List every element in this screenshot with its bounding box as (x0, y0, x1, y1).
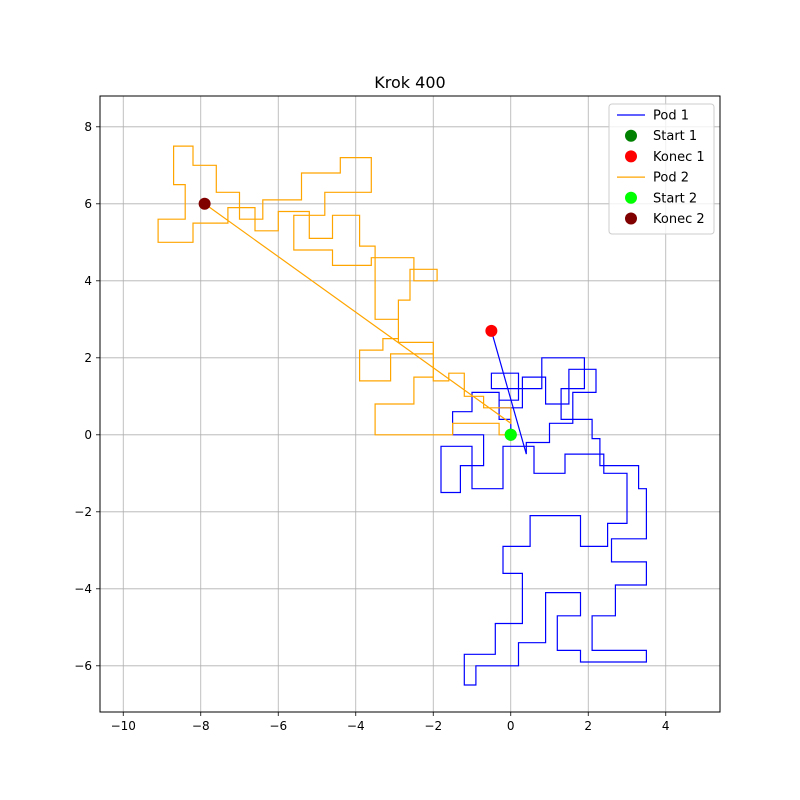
x-tick-label: 4 (662, 719, 670, 733)
legend-label: Pod 2 (653, 171, 689, 186)
series-line-1 (440, 330, 648, 686)
legend-label: Konec 2 (653, 212, 705, 227)
x-tick-label: −8 (192, 719, 210, 733)
legend: Pod 1 Start 1 Konec 1 Pod 2 Start 2 Konec 2 (608, 103, 715, 235)
legend-marker-swatch (625, 212, 637, 225)
y-tick-label: 4 (84, 274, 92, 288)
marker-layer (198, 197, 517, 441)
x-tick-label: −6 (269, 719, 287, 733)
legend-marker-swatch (625, 129, 637, 142)
legend-label: Pod 1 (653, 109, 689, 124)
y-tick-label: 8 (84, 120, 92, 134)
chart-title: Krok 400 (374, 73, 445, 92)
y-tick-label: −6 (74, 659, 92, 673)
legend-marker-swatch (625, 191, 637, 204)
legend-marker-swatch (625, 150, 637, 163)
marker-4 (198, 197, 211, 210)
x-tick-label: 0 (507, 719, 515, 733)
x-tick-label: −4 (347, 719, 365, 733)
series-layer (157, 145, 648, 686)
y-tick-label: 6 (84, 197, 92, 211)
y-tick-label: 0 (84, 428, 92, 442)
legend-label: Start 2 (653, 191, 697, 206)
plot-frame (99, 95, 721, 713)
marker-2 (485, 324, 498, 337)
x-tick-label: −10 (111, 719, 136, 733)
y-tick-label: 2 (84, 351, 92, 365)
x-tick-label: −2 (424, 719, 442, 733)
x-tick-label: 2 (584, 719, 592, 733)
y-tick-label: −4 (74, 582, 92, 596)
marker-3 (504, 428, 517, 441)
axis-ticks: −10 −8 −6 −4 −2 0 2 4 −6 −4 −2 0 2 4 6 8 (74, 120, 669, 733)
legend-label: Start 1 (653, 129, 697, 144)
y-tick-label: −2 (74, 505, 92, 519)
legend-label: Konec 1 (653, 150, 705, 165)
series-line-2 (157, 145, 512, 436)
